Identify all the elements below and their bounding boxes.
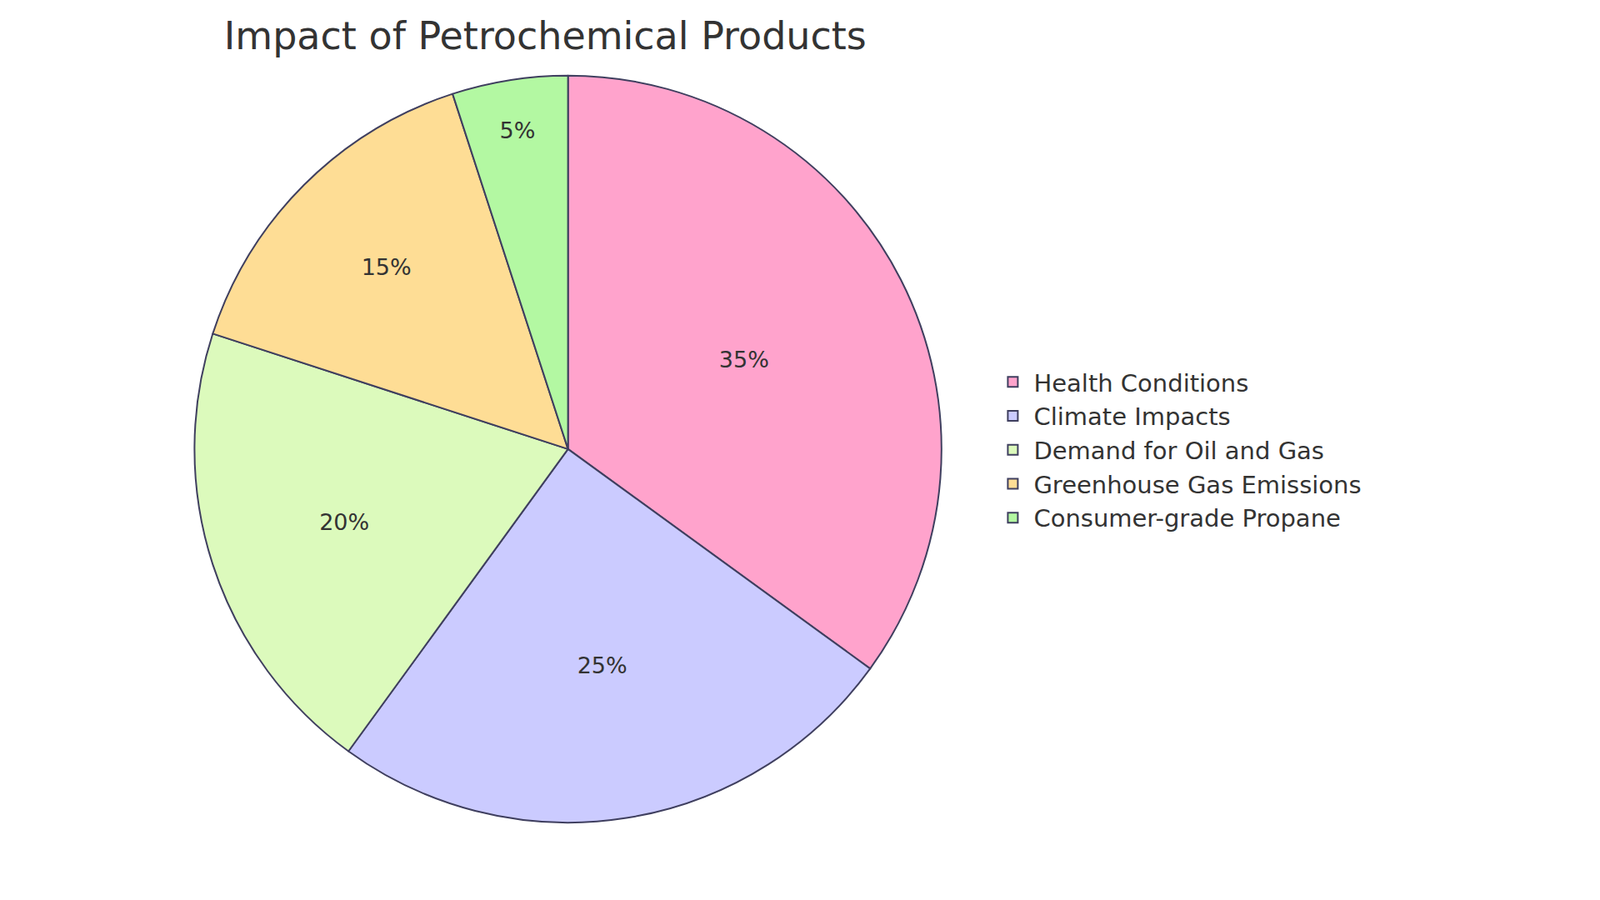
svg-text:Demand for Oil and Gas: Demand for Oil and Gas [1033,436,1325,465]
svg-text:15%: 15% [361,254,412,280]
svg-text:20%: 20% [319,509,370,535]
svg-text:25%: 25% [577,652,628,679]
svg-text:Consumer-grade Propane: Consumer-grade Propane [1033,504,1340,533]
svg-text:Climate Impacts: Climate Impacts [1033,402,1230,431]
svg-text:5%: 5% [500,117,536,144]
svg-text:Greenhouse Gas Emissions: Greenhouse Gas Emissions [1033,470,1361,500]
svg-text:35%: 35% [719,346,770,373]
svg-text:Health Conditions: Health Conditions [1033,369,1249,398]
svg-text:Impact of Petrochemical Produc: Impact of Petrochemical Products [224,13,867,59]
